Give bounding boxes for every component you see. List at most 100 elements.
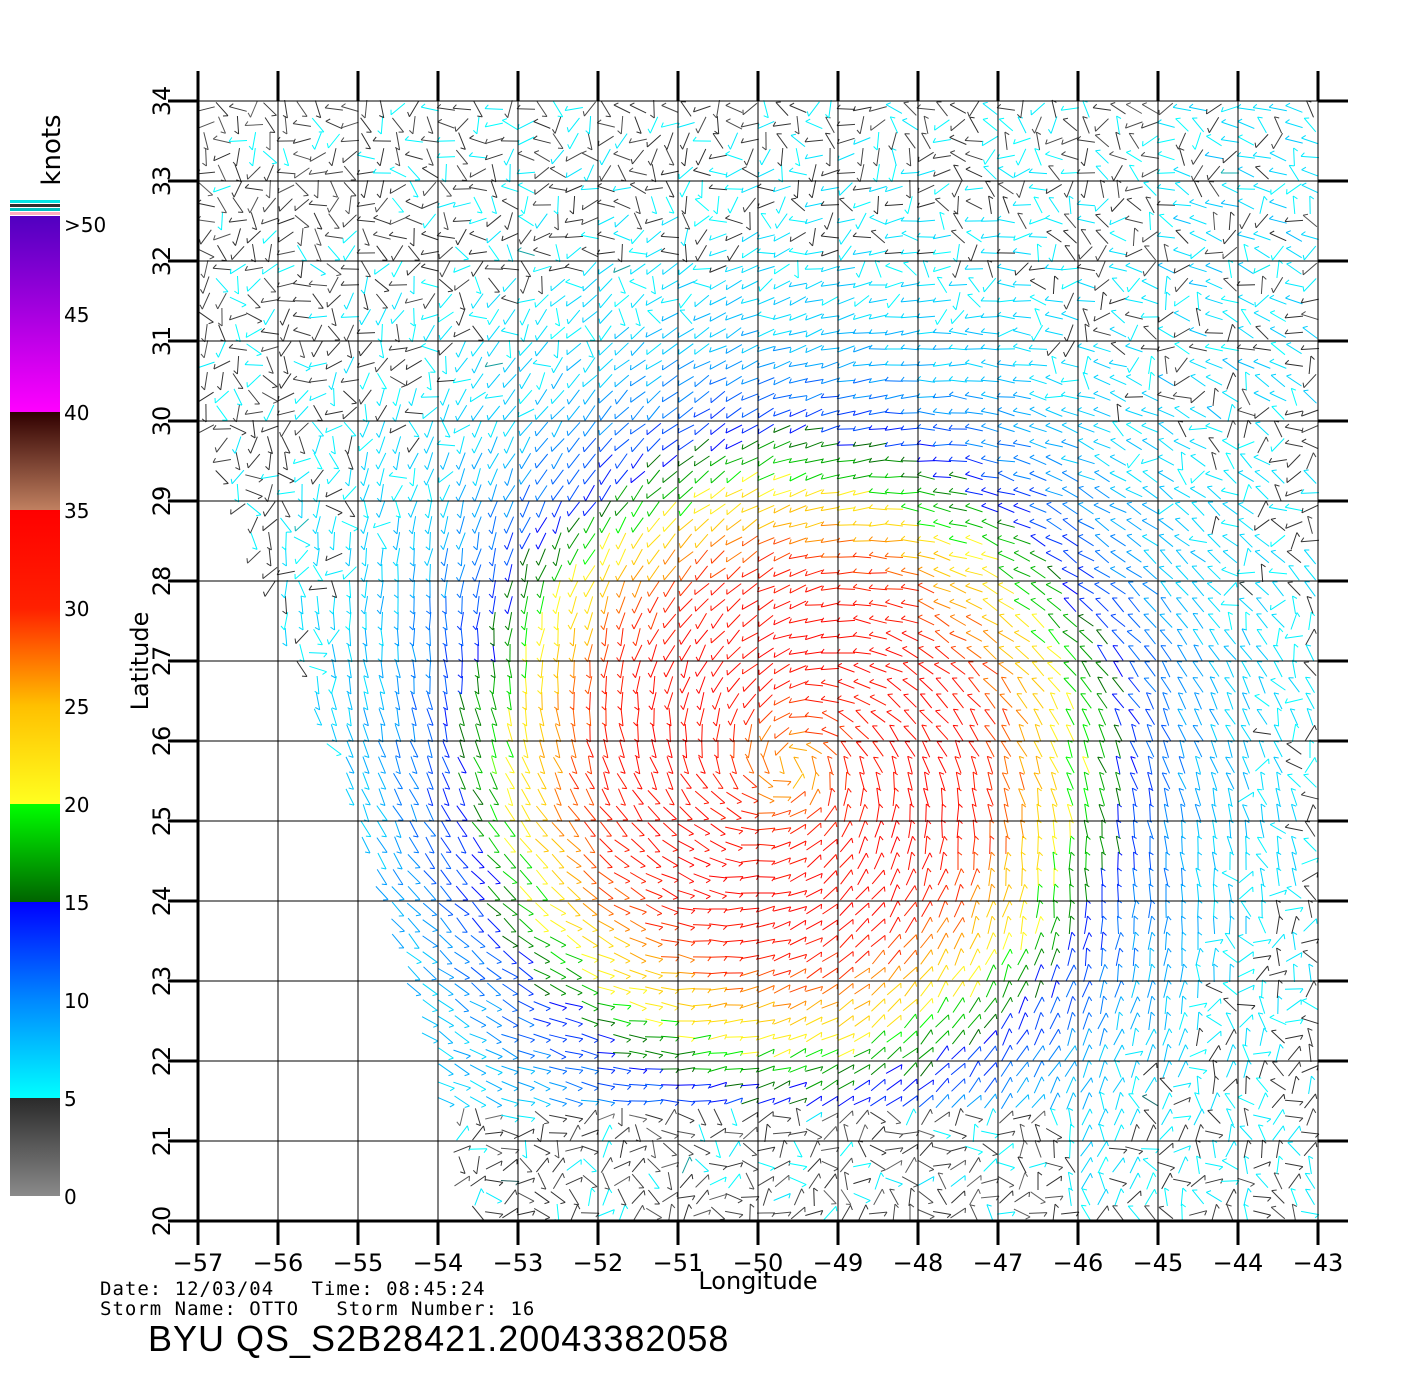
wind-vector-barb (394, 642, 399, 647)
wind-vector (1017, 676, 1027, 694)
wind-vector (806, 839, 822, 851)
wind-vector-barb (393, 610, 399, 615)
wind-vector-barb (609, 928, 615, 932)
wind-vector (1273, 1172, 1283, 1190)
wind-vector (1256, 597, 1268, 613)
wind-vector (952, 693, 964, 709)
wind-vector (438, 1015, 454, 1027)
wind-vector (905, 1108, 915, 1126)
wind-vector-barb (1181, 931, 1187, 936)
wind-vector (537, 772, 547, 790)
wind-vector (618, 644, 626, 662)
wind-vector (1129, 1156, 1139, 1174)
wind-vector-barb (512, 1025, 518, 1028)
wind-vector-barb (1047, 565, 1053, 568)
wind-vector (889, 868, 899, 886)
wind-vector-barb (1097, 644, 1103, 647)
wind-vector-barb (1196, 1075, 1202, 1080)
wind-vector-barb (547, 1157, 550, 1163)
wind-vector-barb (1276, 771, 1282, 776)
wind-vector (844, 771, 848, 791)
wind-vector (469, 1064, 487, 1074)
wind-vector-barb (545, 1103, 551, 1108)
wind-vector-barb (933, 583, 938, 587)
wind-vector (773, 984, 791, 994)
wind-vector (284, 595, 288, 615)
wind-vector (614, 1126, 630, 1140)
wind-vector-barb (246, 558, 248, 564)
wind-vector-barb (522, 722, 527, 727)
wind-vector (742, 663, 758, 675)
wind-vector-barb (998, 565, 1004, 568)
wind-vector-barb (641, 960, 647, 964)
wind-vector-barb (644, 1145, 647, 1151)
wind-vector (757, 969, 775, 977)
wind-vector-barb (522, 1154, 527, 1159)
wind-vector (517, 1033, 535, 1041)
wind-vector-barb (967, 693, 973, 696)
wind-vector-barb (788, 1193, 791, 1199)
wind-vector-barb (412, 755, 419, 758)
wind-vector (1036, 804, 1040, 822)
wind-vector (712, 645, 724, 661)
wind-vector (1046, 647, 1062, 659)
wind-vector-barb (361, 594, 366, 599)
wind-vector-barb (651, 787, 657, 791)
wind-vector-barb (1056, 1076, 1061, 1082)
wind-vector-barb (583, 575, 586, 581)
wind-vector-barb (945, 932, 949, 938)
wind-vector-barb (560, 961, 566, 965)
wind-vector (950, 663, 966, 675)
wind-vector (1000, 741, 1012, 757)
wind-vector (695, 773, 709, 789)
wind-vector-barb (1063, 613, 1069, 616)
wind-vector-barb (363, 723, 369, 727)
wind-vector (501, 968, 519, 978)
wind-vector (838, 998, 854, 1012)
wind-vector (1285, 698, 1303, 704)
wind-vector-barb (771, 812, 776, 818)
wind-vector-barb (642, 911, 647, 916)
wind-vector-barb (899, 934, 902, 940)
wind-vector (949, 633, 967, 641)
wind-vector (843, 804, 849, 822)
wind-vector (681, 676, 691, 694)
wind-vector (598, 887, 614, 899)
wind-vector (551, 869, 565, 885)
wind-vector-barb (578, 1006, 584, 1011)
wind-vector-barb (847, 787, 852, 793)
wind-vector (1126, 630, 1142, 644)
wind-vector (537, 1172, 547, 1190)
wind-vector-barb (561, 976, 567, 980)
wind-vector (821, 602, 839, 608)
wind-vector-barb (428, 787, 434, 790)
wind-vector-barb (788, 633, 793, 639)
wind-vector (1303, 549, 1317, 565)
wind-vector (1255, 853, 1269, 869)
wind-vector (548, 1132, 568, 1134)
wind-vector (1064, 1157, 1076, 1173)
wind-vector-barb (604, 1187, 610, 1190)
wind-vector (853, 1048, 871, 1058)
wind-vector-barb (1114, 708, 1120, 711)
wind-vector (325, 552, 343, 562)
wind-vector (664, 549, 676, 565)
wind-vector-barb (348, 755, 354, 758)
wind-vector-barb (963, 1013, 966, 1020)
wind-vector-barb (658, 990, 664, 995)
wind-vector (712, 677, 724, 693)
wind-vector (1125, 1050, 1143, 1056)
wind-vector (789, 985, 807, 993)
wind-vector (970, 868, 978, 886)
wind-vector-barb (753, 1168, 758, 1172)
wind-vector (1308, 1044, 1312, 1062)
wind-vector (1225, 772, 1235, 790)
wind-vector (949, 584, 967, 594)
wind-vector-barb (617, 1122, 623, 1127)
wind-vector-barb (919, 709, 925, 712)
wind-vector-barb (953, 724, 959, 727)
wind-vector (886, 711, 902, 723)
wind-vector (330, 724, 338, 742)
wind-vector-barb (593, 1008, 599, 1012)
wind-vector (820, 572, 840, 574)
